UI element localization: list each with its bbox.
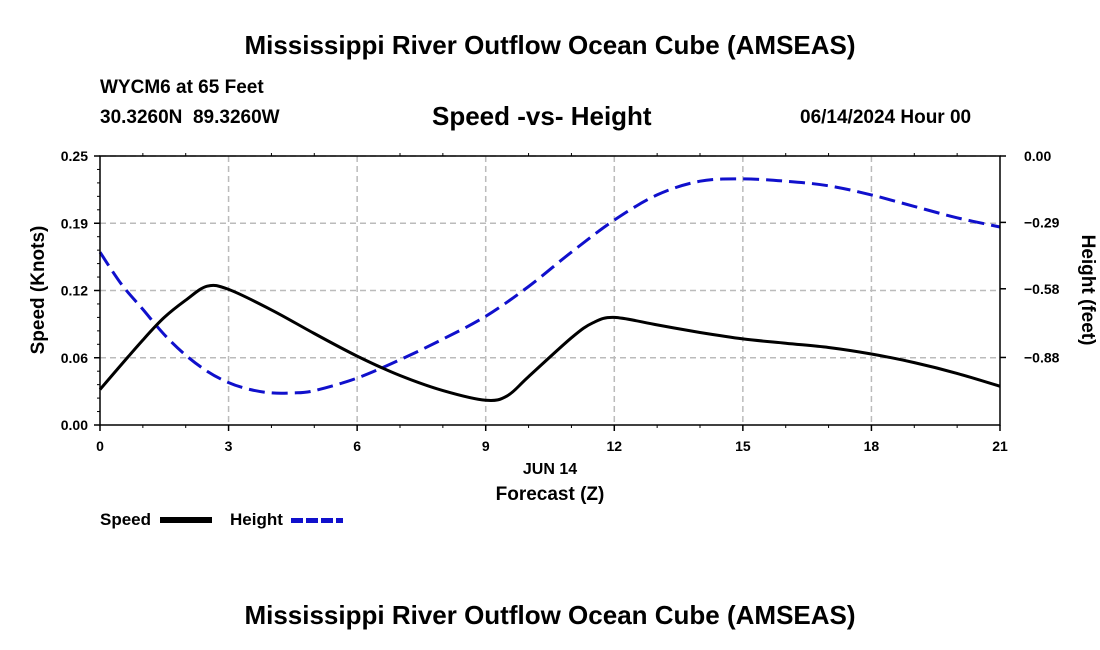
coordinates-label: 30.3260N 89.3260W <box>100 107 280 128</box>
legend-height-swatch <box>291 518 343 523</box>
x-axis-date-label: JUN 14 <box>523 461 577 478</box>
y-tick-label: 0.19 <box>61 215 88 231</box>
y-tick-label: 0.00 <box>61 417 88 433</box>
height-line <box>98 177 1001 395</box>
chart-subtitle: Speed -vs- Height <box>432 101 652 131</box>
y-axis-label: Speed (Knots) <box>28 226 49 355</box>
date-label: 06/14/2024 Hour 00 <box>800 107 972 128</box>
speed-line <box>98 283 1001 403</box>
y-tick-label: 0.12 <box>61 283 88 299</box>
legend-speed-label: Speed <box>100 510 152 529</box>
speed-height-chart: 0 3 6 9 12 15 18 21 0.00 0.06 0.12 0.19 0.25 0.00 −0… <box>28 148 1098 505</box>
y2-tick-label: −0.29 <box>1024 214 1060 230</box>
x-tick-label: 18 <box>864 438 880 454</box>
x-tick-label: 6 <box>353 438 361 454</box>
height-series <box>98 177 1001 395</box>
chart-main-title-top: Mississippi River Outflow Ocean Cube (AM… <box>244 30 856 60</box>
y2-tick-label: −0.88 <box>1024 349 1060 365</box>
x-axis-ticks: 0 3 6 9 12 15 18 21 <box>96 153 1008 454</box>
y2-axis-ticks: 0.00 −0.29 −0.58 −0.88 <box>1000 148 1060 365</box>
x-tick-label: 15 <box>735 438 751 454</box>
y2-axis-label: Height (feet) <box>1077 235 1098 346</box>
x-tick-label: 21 <box>992 438 1008 454</box>
chart-main-title-bottom: Mississippi River Outflow Ocean Cube (AM… <box>244 600 856 630</box>
y-tick-label: 0.06 <box>61 350 88 366</box>
station-label: WYCM6 at 65 Feet <box>100 77 264 98</box>
y-axis-ticks: 0.00 0.06 0.12 0.19 0.25 <box>61 148 100 433</box>
x-tick-label: 12 <box>606 438 622 454</box>
x-axis-label: Forecast (Z) <box>496 484 605 505</box>
x-tick-label: 3 <box>225 438 233 454</box>
speed-series <box>98 283 1001 403</box>
y-tick-label: 0.25 <box>61 148 88 164</box>
y2-tick-label: −0.58 <box>1024 281 1060 297</box>
x-tick-label: 0 <box>96 438 104 454</box>
legend-speed-swatch <box>160 517 212 523</box>
x-tick-label: 9 <box>482 438 490 454</box>
y2-tick-label: 0.00 <box>1024 148 1051 164</box>
legend-height-label: Height <box>230 510 283 529</box>
